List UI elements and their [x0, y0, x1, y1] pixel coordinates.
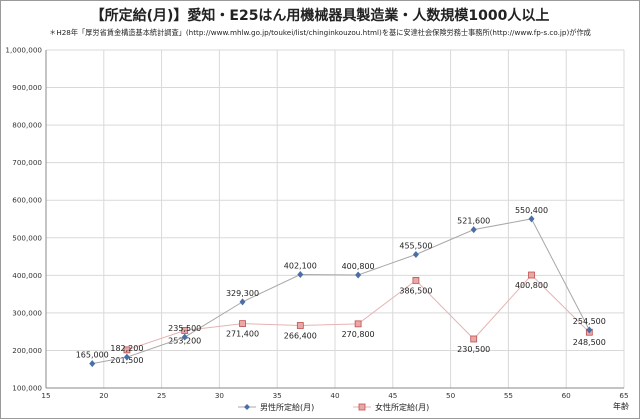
x-tick-label: 25 [157, 391, 166, 400]
data-point-female [296, 322, 304, 329]
data-label-female: 270,800 [342, 330, 375, 339]
data-point-male [412, 250, 419, 258]
data-point-female [239, 320, 246, 328]
x-tick-label: 15 [41, 391, 50, 400]
data-label-female: 230,500 [457, 345, 490, 354]
data-point-female [470, 335, 478, 343]
data-label-male: 254,500 [573, 317, 606, 326]
data-label-female: 253,200 [168, 336, 201, 345]
data-label-male: 455,500 [399, 241, 432, 250]
data-point-female [354, 320, 362, 328]
x-tick-label: 30 [215, 391, 225, 400]
data-label-female: 266,400 [284, 332, 317, 341]
data-label-female: 248,500 [573, 338, 606, 347]
data-label-female: 271,400 [226, 330, 259, 339]
legend: 男性所定給(月) 女性所定給(月) [238, 402, 429, 412]
data-point-male [355, 271, 362, 279]
data-point-female [528, 271, 535, 279]
data-label-male: 235,500 [168, 324, 201, 333]
series-layer: 201,500253,200271,400266,400270,800386,5… [76, 206, 606, 368]
chart-source-note: ＊H28年「厚労省賃金構造基本統計調査」(http://www.mhlw.go.… [49, 28, 591, 37]
data-point-male [89, 360, 96, 368]
data-label-male: 550,400 [515, 206, 548, 215]
y-tick-label: 800,000 [12, 121, 42, 130]
y-tick-label: 200,000 [12, 346, 42, 355]
data-label-female: 386,500 [399, 286, 432, 295]
axes [45, 50, 624, 389]
y-tick-label: 900,000 [12, 83, 42, 92]
data-point-male [297, 271, 304, 279]
chart-title: 【所定給(月)】愛知・E25はん用機械器具製造業・人数規模1000人以上 [90, 8, 550, 24]
legend-marker-female [358, 403, 366, 411]
x-tick-label: 60 [562, 391, 572, 400]
data-label-male: 402,100 [284, 262, 317, 271]
series-line-male [92, 218, 590, 365]
x-tick-label: 50 [446, 391, 456, 400]
data-point-female [123, 346, 131, 354]
legend-label-female: 女性所定給(月) [375, 402, 429, 412]
y-tick-label: 100,000 [12, 384, 42, 393]
x-tick-label: 55 [504, 391, 513, 400]
y-tick-label: 700,000 [12, 158, 42, 167]
data-label-male: 182,200 [110, 344, 143, 353]
x-tick-label: 35 [273, 391, 282, 400]
x-tick-label: 20 [99, 391, 109, 400]
y-tick-label: 400,000 [12, 271, 42, 280]
data-point-male [123, 353, 130, 361]
data-point-male [586, 326, 593, 334]
data-point-male [181, 333, 188, 341]
data-point-male [470, 226, 477, 234]
legend-label-male: 男性所定給(月) [260, 402, 314, 412]
x-tick-label: 65 [619, 391, 628, 400]
data-label-male: 165,000 [76, 351, 109, 360]
data-label-male: 400,800 [342, 262, 375, 271]
x-tick-label: 45 [388, 391, 397, 400]
y-axis-ticks: 100,000 200,000 300,000 400,000 500,000 600,0… [5, 46, 42, 393]
y-tick-label: 1,000,000 [5, 46, 42, 55]
data-label-male: 521,600 [457, 217, 490, 226]
data-point-male [239, 298, 246, 306]
data-label-male: 329,300 [226, 289, 259, 298]
data-point-female [412, 277, 420, 284]
x-tick-label: 40 [330, 391, 340, 400]
x-axis-ticks: 15 20 25 30 35 40 45 50 55 60 65 [41, 391, 628, 400]
data-label-female: 400,800 [515, 281, 548, 290]
y-tick-label: 600,000 [12, 196, 42, 205]
x-axis-label: 年齢 [613, 401, 629, 411]
legend-marker-male [244, 404, 250, 410]
y-tick-label: 500,000 [12, 233, 42, 242]
y-tick-label: 300,000 [12, 308, 42, 317]
data-point-female [181, 327, 189, 334]
data-point-male [528, 215, 535, 223]
